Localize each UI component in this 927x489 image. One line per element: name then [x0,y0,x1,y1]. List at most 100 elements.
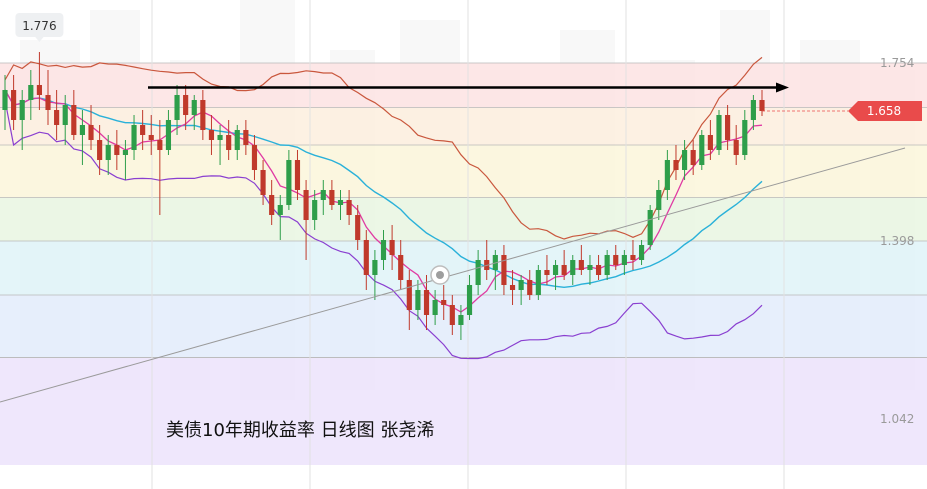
candle [673,145,679,180]
candle-body [595,265,602,275]
candle-body [398,255,404,280]
candle [174,85,180,135]
fib-band [0,63,927,108]
candle-body [544,270,550,275]
candle [699,130,705,170]
candle-body [759,100,765,111]
candle [441,285,447,320]
candle [380,230,387,270]
candle-body [191,100,197,115]
candle [294,150,301,200]
high-marker-label: 1.776 [22,19,56,33]
candle [449,295,455,335]
candle [88,105,94,150]
candle-body [312,200,318,220]
candle [312,190,318,230]
fib-band [0,357,927,465]
candle-body [501,255,507,285]
candle [415,280,421,320]
candle-body [97,140,103,160]
candle-body [2,90,8,110]
candle [475,250,481,295]
candle-body [19,100,25,120]
candle-body [303,190,309,220]
candle [630,240,636,270]
candle-body [286,160,292,205]
candle-body [363,240,369,275]
candle [527,270,533,300]
candle [355,205,361,250]
candle [578,245,584,275]
candle-body [294,160,301,190]
candle [191,95,197,130]
candle [79,110,86,165]
candle [509,270,516,305]
candle-body [604,255,610,275]
candle-body [355,215,361,240]
candle-body [45,95,51,110]
candle [363,230,369,290]
candle [398,240,404,290]
candle [157,120,163,215]
candle [286,150,292,210]
candle-body [11,90,17,120]
current-price-badge [848,101,922,121]
fib-band [0,145,927,198]
candle [389,225,395,270]
candle-body [613,255,619,265]
vertical-grid [151,0,785,489]
candle [544,255,550,285]
candle-body [380,240,387,260]
candle [733,125,739,165]
candle [725,105,731,150]
candle-body [260,170,266,195]
candle [466,275,473,320]
fib-level-label: 1.042 [880,412,914,426]
candle-body [552,265,559,275]
candle-body [114,145,120,155]
candle-body [208,130,215,140]
candle [11,75,17,130]
candle [2,75,8,130]
candle-body [165,120,172,150]
candle [251,135,258,180]
candle [458,305,464,340]
candle [647,205,653,250]
candle [97,125,103,175]
candles [2,52,765,340]
candle-body [79,125,86,135]
candle [759,90,765,116]
candle-body [587,265,593,270]
candle-body [707,135,713,150]
candle [208,115,215,155]
candle-body [131,125,137,150]
candle-body [750,100,756,120]
candle [114,130,120,170]
candle-body [54,110,60,125]
candle [501,245,507,295]
candle-body [664,160,670,190]
arrow-head-icon [776,82,789,93]
candle-body [200,100,206,130]
candle [200,90,206,140]
candle-body [475,260,481,285]
candle [681,140,688,180]
candle-body [251,145,258,170]
candle-body [570,260,576,275]
candle-body [621,255,627,265]
candle [656,180,662,220]
bollinger-upper-line [4,56,763,240]
candle [604,250,610,280]
candle [217,125,223,165]
candle-body [372,260,378,275]
candle [750,95,756,130]
candle [234,125,240,160]
candle [716,110,722,155]
candle [621,250,627,275]
candle [638,240,645,265]
rising-trendline [0,147,906,403]
candle-body [415,290,421,310]
candle-body [346,200,352,215]
candle-body [733,140,739,155]
candle [707,120,713,160]
